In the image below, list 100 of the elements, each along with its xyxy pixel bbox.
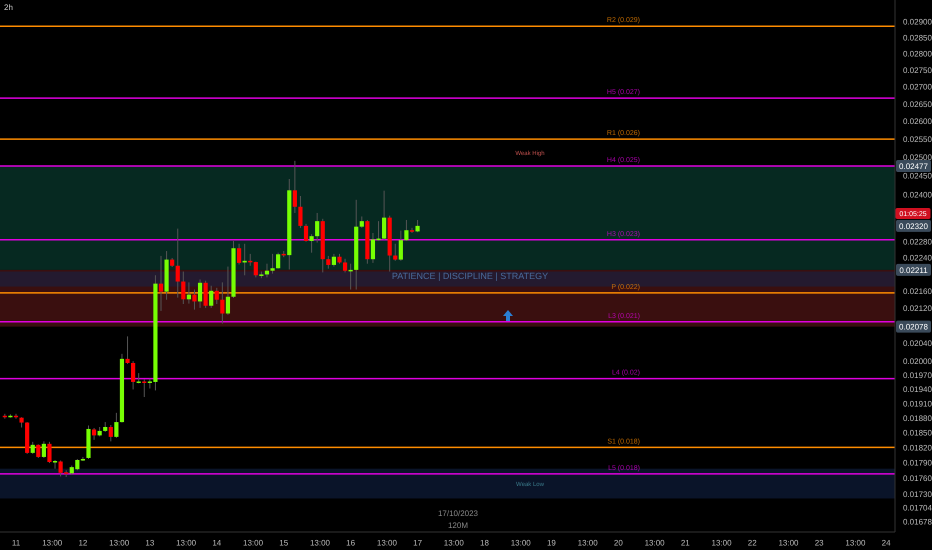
candlestick	[108, 424, 113, 442]
x-tick-label: 13:00	[444, 538, 464, 548]
x-tick-label: 13:00	[778, 538, 800, 548]
y-tick-label: 0.02240	[903, 254, 932, 263]
x-tick-label: 14	[212, 538, 222, 548]
x-tick-label: 13:00	[510, 538, 532, 548]
y-tick-label: 0.01760	[903, 474, 932, 484]
y-tick-label: 0.02400	[903, 190, 932, 200]
x-tick-label: 17	[413, 538, 423, 548]
x-tick-label: 22	[748, 538, 758, 548]
candlestick	[36, 444, 40, 458]
candlestick	[276, 252, 280, 270]
candlestick	[186, 282, 191, 304]
candlestick	[348, 263, 353, 290]
y-tick-label: 0.02040	[903, 339, 932, 348]
candlestick	[142, 379, 146, 398]
y-tick-label: 0.01678	[903, 518, 932, 527]
x-tick-label: 20	[614, 538, 624, 548]
candlestick	[42, 440, 46, 458]
annotation: 17/10/2023	[438, 509, 479, 518]
candlestick	[393, 243, 398, 262]
x-tick-label: 15	[279, 538, 289, 548]
y-tick-label: 0.01790	[903, 458, 932, 468]
x-tick-label: 21	[680, 538, 690, 548]
x-tick-label: 23	[814, 538, 824, 548]
x-tick-label: 19	[546, 538, 556, 548]
x-tick-label: 11	[12, 538, 21, 548]
candlestick	[30, 441, 35, 454]
y-tick-label: 0.01880	[903, 414, 932, 423]
y-tick-label: 0.02000	[903, 357, 932, 366]
candlestick	[360, 216, 364, 228]
candlestick	[382, 190, 386, 240]
x-tick-label: 16	[346, 538, 356, 548]
candlestick	[298, 196, 303, 228]
y-tick-label: 0.02280	[903, 237, 932, 246]
candlestick	[198, 278, 202, 308]
candlestick	[192, 289, 197, 310]
candlestick	[176, 228, 180, 298]
x-tick-label: 24	[882, 538, 892, 548]
candlestick	[264, 263, 270, 278]
x-tick-label: 18	[480, 538, 490, 548]
candlestick	[170, 257, 174, 268]
y-tick-label: 0.01820	[903, 443, 932, 452]
candlestick	[398, 230, 403, 262]
annotation: 0.02078	[899, 322, 929, 332]
candlestick	[131, 360, 136, 390]
y-tick-label: 0.02850	[903, 33, 932, 42]
chart-title: 2h	[4, 3, 13, 12]
y-tick-label: 0.02550	[903, 134, 932, 144]
y-tick-label: 0.01730	[903, 490, 932, 499]
x-tick-label: 13:00	[42, 538, 63, 548]
candlestick	[214, 287, 219, 305]
y-tick-label: 0.01910	[903, 399, 932, 408]
x-tick-label: 12	[78, 538, 88, 548]
annotation: 120M	[448, 521, 468, 530]
annotation: 0.02477	[899, 162, 929, 171]
candlestick	[98, 426, 102, 437]
candlestick	[114, 412, 118, 438]
candlestick	[204, 280, 208, 308]
candlestick	[220, 282, 224, 324]
candlestick	[103, 422, 108, 432]
annotation: PATIENCE | DISCIPLINE | STRATEGY	[392, 271, 548, 281]
y-tick-label: 0.02160	[903, 286, 932, 296]
candlestick	[181, 271, 186, 305]
y-tick-label: 0.02700	[903, 82, 932, 92]
x-tick-label: 13:00	[310, 538, 331, 548]
y-tick-label: 0.02650	[903, 100, 932, 109]
y-tick-label: 0.02450	[903, 172, 932, 181]
x-tick-label: 13:00	[243, 538, 264, 548]
candlestick	[332, 253, 336, 268]
y-tick-label: 0.02900	[903, 17, 932, 26]
x-tick-label: 13:00	[712, 538, 732, 548]
candlestick	[415, 219, 420, 233]
candlestick	[236, 243, 242, 266]
candlestick	[326, 255, 330, 270]
candlestick	[404, 219, 409, 242]
candlestick	[47, 441, 52, 464]
y-tick-label: 0.01940	[903, 385, 932, 394]
y-tick-label: 0.02750	[903, 66, 932, 75]
candlestick	[342, 258, 348, 273]
candlestick	[209, 285, 214, 308]
y-tick-label: 0.01850	[903, 428, 932, 438]
x-tick-label: 13	[145, 538, 155, 548]
candlestick	[292, 160, 297, 214]
candlestick	[315, 212, 320, 244]
candlestick	[158, 255, 164, 312]
annotation: 0.02211	[899, 266, 928, 275]
annotation: 0.02320	[899, 222, 929, 231]
candlestick	[337, 253, 342, 264]
candlestick	[125, 336, 130, 364]
y-tick-label: 0.01704	[903, 504, 932, 513]
y-tick-label: 0.02800	[903, 49, 932, 58]
x-tick-label: 13:00	[109, 538, 130, 548]
candlestick	[92, 427, 96, 440]
x-tick-label: 13:00	[376, 538, 398, 548]
x-tick-label: 13:00	[578, 538, 598, 548]
y-tick-label: 0.01970	[903, 370, 932, 380]
y-tick-label: 0.02120	[903, 304, 932, 313]
candlestick	[304, 223, 308, 242]
candlestick	[242, 243, 247, 276]
